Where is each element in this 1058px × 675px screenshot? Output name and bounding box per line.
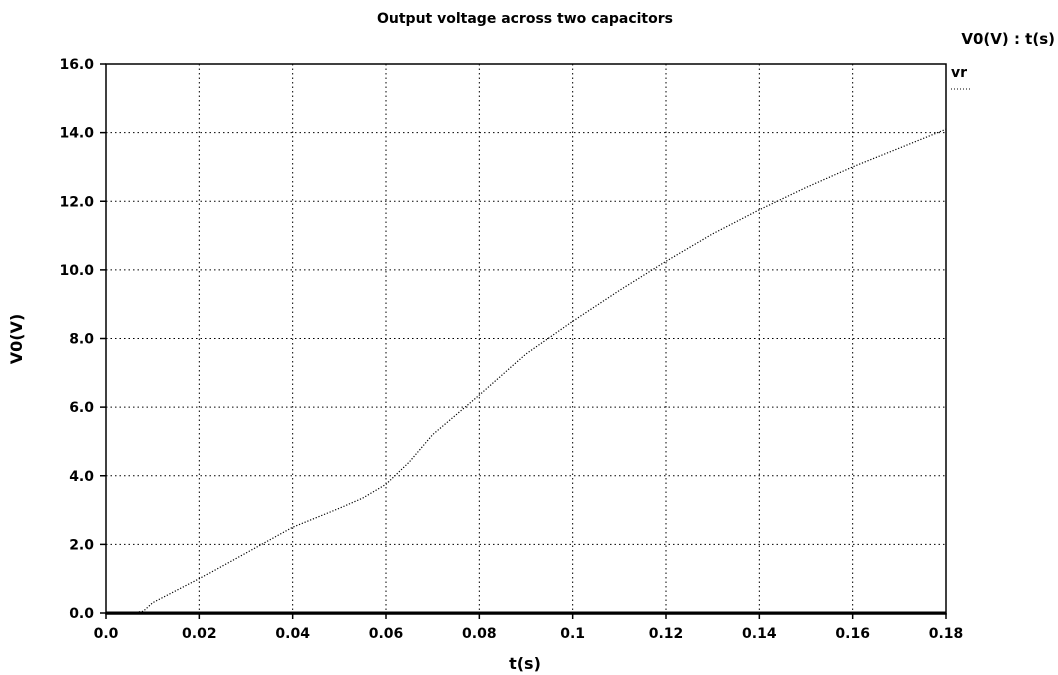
x-tick-label: 0.16 xyxy=(835,626,870,642)
x-tick-label: 0.1 xyxy=(560,626,585,642)
legend-label: vr xyxy=(951,65,967,81)
y-tick-label: 14.0 xyxy=(59,126,94,142)
x-tick-label: 0.04 xyxy=(275,626,310,642)
y-tick-label: 0.0 xyxy=(69,606,94,622)
x-axis-label: t(s) xyxy=(509,654,541,673)
series-line-vr xyxy=(106,128,947,614)
x-tick-label: 0.0 xyxy=(94,626,119,642)
series-layer xyxy=(106,128,947,614)
x-tick-label: 0.14 xyxy=(742,626,777,642)
y-tick-label: 16.0 xyxy=(59,57,94,73)
y-tick-label: 8.0 xyxy=(69,332,94,348)
y-tick-label: 12.0 xyxy=(59,194,94,210)
x-tick-label: 0.08 xyxy=(462,626,497,642)
ticks: 0.0 0.02 0.04 0.06 0.08 0.1 0.12 0.14 0.16 0.18 0.… xyxy=(59,57,963,642)
x-tick-label: 0.12 xyxy=(649,626,684,642)
chart-title: Output voltage across two capacitors xyxy=(377,11,673,27)
grid xyxy=(106,64,946,613)
plot-label: V0(V) : t(s) xyxy=(961,30,1055,48)
x-tick-label: 0.06 xyxy=(369,626,404,642)
y-tick-label: 2.0 xyxy=(69,537,94,553)
y-axis-label: V0(V) xyxy=(7,314,26,365)
y-tick-label: 10.0 xyxy=(59,263,94,279)
y-tick-label: 4.0 xyxy=(69,469,94,485)
x-tick-label: 0.18 xyxy=(929,626,964,642)
y-tick-label: 6.0 xyxy=(69,400,94,416)
x-tick-label: 0.02 xyxy=(182,626,217,642)
